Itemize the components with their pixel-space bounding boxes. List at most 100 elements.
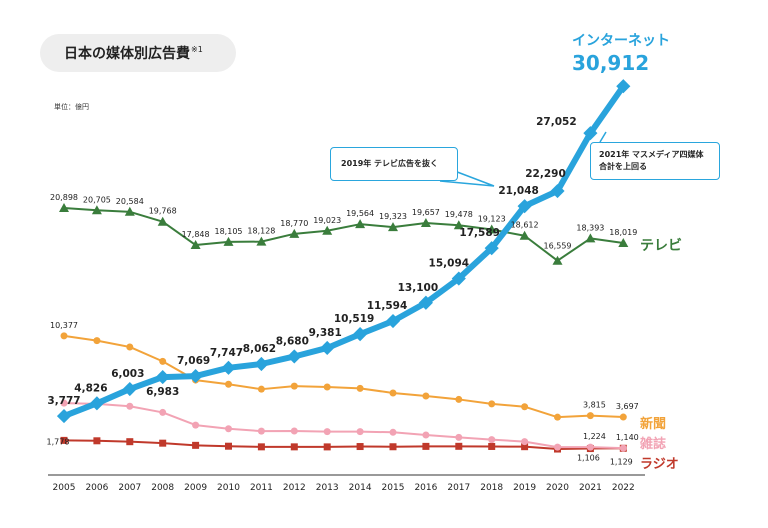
internet-marker (550, 183, 565, 199)
x-tick-label: 2012 (283, 483, 306, 493)
internet-marker (484, 241, 499, 256)
internet-marker (155, 370, 170, 385)
magazine-marker (126, 402, 134, 410)
x-tick-label: 2006 (85, 483, 108, 493)
newspaper-marker (126, 343, 134, 351)
magazine-marker (60, 399, 68, 407)
magazine-marker (554, 443, 561, 451)
magazine-marker (323, 428, 331, 436)
internet-data-label: 22,290 (525, 168, 566, 180)
internet-data-label: 21,048 (498, 185, 539, 197)
tv-marker (289, 228, 300, 238)
newspaper-marker (159, 357, 167, 365)
internet-marker (583, 126, 598, 141)
x-tick-label: 2018 (480, 483, 503, 493)
tv-data-label: 19,768 (149, 207, 177, 216)
tv-data-label: 18,770 (280, 219, 308, 228)
tv-marker (91, 205, 102, 215)
radio-marker (192, 441, 200, 449)
x-tick-label: 2009 (184, 483, 207, 493)
tv-data-label: 16,559 (544, 242, 572, 251)
internet-data-label: 10,519 (334, 313, 375, 325)
newspaper-marker (554, 413, 561, 421)
magazine-marker (356, 428, 364, 436)
magazine-data-label: 1,224 (583, 432, 606, 441)
magazine-marker (455, 433, 463, 441)
x-tick-label: 2013 (316, 483, 339, 493)
internet-data-label: 8,680 (276, 335, 309, 347)
internet-marker (320, 340, 335, 356)
radio-marker (257, 443, 265, 451)
internet-line (62, 84, 626, 419)
internet-data-label: 6,983 (146, 386, 179, 398)
x-tick-label: 2016 (414, 483, 437, 493)
radio-marker (521, 443, 529, 451)
tv-data-label: 18,105 (215, 227, 243, 236)
tv-marker (355, 219, 366, 229)
newspaper-line (63, 334, 624, 419)
tv-marker (190, 240, 201, 250)
internet-data-label: 3,777 (47, 395, 80, 407)
callout-2019: 2019年 テレビ広告を抜く (330, 147, 458, 181)
tv-data-label: 20,584 (116, 197, 144, 206)
tv-data-label: 20,898 (50, 193, 78, 202)
internet-marker (353, 327, 368, 342)
tv-data-label: 18,019 (609, 228, 637, 237)
x-tick-label: 2005 (53, 483, 76, 493)
tv-data-label: 19,478 (445, 210, 473, 219)
internet-data-label: 13,100 (398, 282, 439, 294)
chart-title-pill: 日本の媒体別広告費※1 (40, 34, 236, 72)
internet-marker (254, 356, 269, 372)
tv-data-label: 19,323 (379, 212, 407, 221)
internet-data-label: 7,747 (210, 347, 243, 359)
internet-marker (122, 381, 137, 397)
series-layer (56, 79, 631, 453)
tv-marker (59, 202, 69, 212)
tv-data-label: 18,128 (247, 227, 275, 236)
radio-marker (60, 436, 68, 444)
tv-line (63, 206, 624, 262)
tv-marker (388, 222, 398, 232)
x-tick-label: 2011 (250, 483, 273, 493)
x-tick-label: 2015 (382, 483, 405, 493)
internet-series-label: インターネット (572, 33, 670, 49)
tv-marker (420, 218, 431, 228)
internet-marker (517, 199, 532, 214)
newspaper-marker (60, 332, 68, 340)
internet-data-label: 9,381 (309, 327, 342, 339)
tv-marker (453, 220, 464, 230)
magazine-marker (586, 443, 594, 451)
internet-data-label: 7,069 (177, 355, 210, 367)
internet-data-label: 6,003 (111, 368, 144, 380)
newspaper-data-label: 10,377 (50, 321, 78, 330)
magazine-marker (619, 444, 627, 452)
newspaper-marker (323, 383, 331, 391)
magazine-marker (422, 431, 430, 439)
newspaper-marker (422, 392, 430, 400)
newspaper-marker (455, 395, 463, 403)
internet-marker (221, 360, 236, 375)
tv-data-label: 18,393 (576, 223, 604, 232)
tv-marker (223, 236, 234, 246)
internet-marker (451, 271, 466, 286)
internet-marker (287, 349, 302, 364)
tv-marker (486, 224, 497, 234)
tv-marker (124, 206, 135, 216)
radio-marker (422, 442, 430, 450)
newspaper-marker (586, 412, 594, 420)
x-tick-label: 2022 (612, 483, 635, 493)
radio-marker (389, 443, 397, 451)
tv-marker (585, 233, 596, 243)
chart-title-note: ※1 (191, 45, 203, 55)
magazine-marker (159, 408, 167, 416)
magazine-marker (488, 436, 496, 444)
radio-line (63, 439, 624, 451)
tv-data-label: 19,023 (313, 216, 341, 225)
x-tick-label: 2014 (349, 483, 372, 493)
tv-data-label: 17,848 (182, 230, 210, 239)
x-tick-label: 2017 (447, 483, 470, 493)
newspaper-marker (521, 403, 529, 411)
internet-data-label: 17,589 (459, 227, 500, 239)
